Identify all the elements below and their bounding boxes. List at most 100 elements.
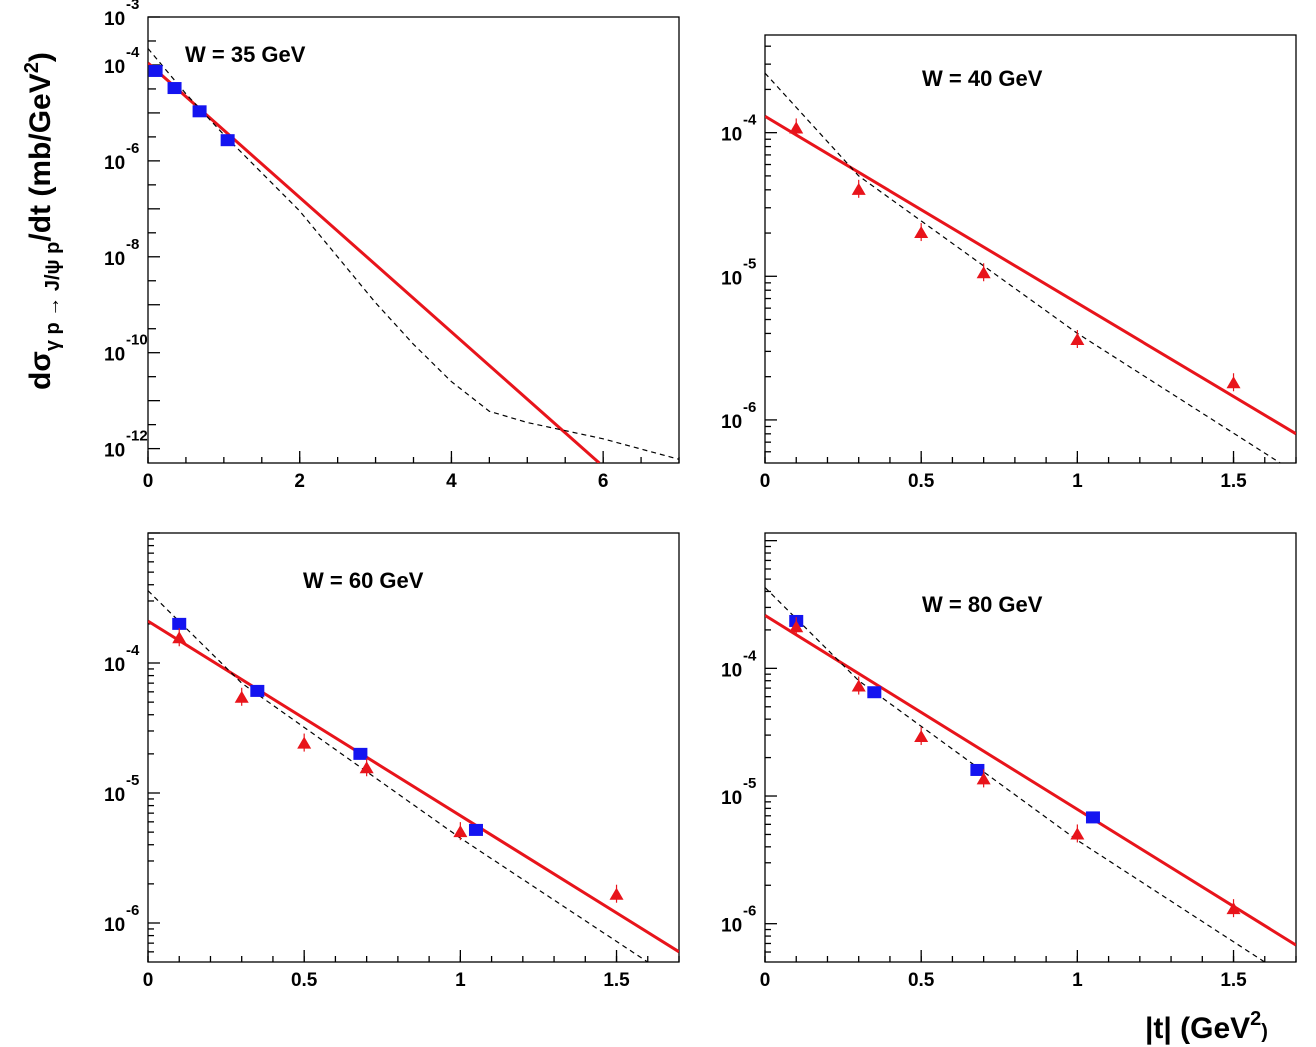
y-axis-title: dσγ p → J/ψ p/dt (mb/GeV2)	[21, 52, 64, 390]
y-tick-label-base: 10	[104, 345, 125, 366]
data-point-triangle	[453, 825, 468, 838]
dashed-fit-line	[148, 48, 679, 460]
plot-frame	[764, 34, 1297, 464]
solid-fit-line	[765, 115, 1296, 436]
data-point-triangle	[1070, 827, 1085, 840]
data-point-square	[250, 684, 265, 697]
x-tick-label: 0.5	[908, 970, 935, 991]
data-point-square	[867, 686, 882, 699]
y-tick-label-base: 10	[721, 660, 742, 681]
y-tick-label-base: 10	[104, 249, 125, 270]
data-point-triangle	[914, 226, 929, 239]
solid-fit-line	[765, 614, 1296, 947]
x-tick-label: 2	[294, 471, 305, 492]
x-tick-label: 0.5	[291, 970, 318, 991]
dashed-fit-line	[765, 72, 1281, 463]
solid-fit-line	[148, 619, 679, 954]
data-point-square	[220, 134, 235, 147]
data-point-square	[970, 763, 985, 776]
chart-panel-3: 0 0.5 1 1.510-410-510-6W = 60 GeV	[104, 532, 680, 991]
x-tick-label: 1.5	[603, 970, 630, 991]
data-point-triangle	[359, 761, 374, 774]
y-tick-label-base: 10	[104, 57, 125, 78]
data-point-triangle	[172, 631, 187, 644]
chart-panel-4: 0 0.5 1 1.510-410-510-6W = 80 GeV	[721, 532, 1297, 991]
panel-title: W = 80 GeV	[922, 592, 1043, 617]
y-tick-label-exponent: -4	[126, 44, 140, 61]
fit-curves	[148, 590, 679, 962]
data-point-triangle	[976, 772, 991, 785]
y-tick-label-base: 10	[721, 125, 742, 146]
x-tick-label: 0	[143, 471, 154, 492]
data-point-triangle	[1070, 333, 1085, 346]
data-point-square	[167, 82, 182, 95]
panel-title: W = 35 GeV	[185, 42, 306, 67]
y-tick-label-base: 10	[104, 655, 125, 676]
data-point-square	[192, 105, 207, 118]
y-tick-label-exponent: -10	[126, 332, 148, 349]
fit-curves	[765, 72, 1296, 463]
y-tick-label-base: 10	[721, 788, 742, 809]
data-point-square	[468, 823, 483, 836]
data-point-triangle	[789, 620, 804, 633]
x-tick-label: 1	[1072, 970, 1083, 991]
y-tick-label-exponent: -4	[126, 642, 140, 659]
plot-frame	[147, 16, 680, 464]
chart-panel-2: 0 0.5 1 1.510-410-510-6W = 40 GeV	[721, 34, 1297, 492]
data-point-square	[172, 617, 187, 630]
x-tick-label: 1.5	[1220, 970, 1247, 991]
plot-frame	[147, 532, 680, 963]
y-tick-label-base: 10	[104, 915, 125, 936]
data-point-triangle	[851, 182, 866, 195]
y-tick-label-exponent: -6	[743, 399, 756, 416]
dashed-fit-line	[765, 587, 1266, 962]
x-tick-label: 0	[760, 970, 771, 991]
data-point-triangle	[1226, 376, 1241, 389]
y-tick-label-exponent: -3	[126, 0, 139, 13]
x-tick-label: 4	[446, 471, 457, 492]
data-point-triangle	[914, 729, 929, 742]
data-point-triangle	[851, 679, 866, 692]
fit-curves	[148, 48, 679, 463]
y-tick-label-base: 10	[104, 441, 125, 462]
x-tick-label: 6	[598, 471, 609, 492]
y-tick-label-base: 10	[104, 785, 125, 806]
panel-title: W = 40 GeV	[922, 66, 1043, 91]
y-tick-label-exponent: -4	[743, 647, 757, 664]
data-point-square	[353, 747, 368, 760]
y-tick-label-base: 10	[104, 9, 125, 30]
data-point-triangle	[297, 736, 312, 749]
y-tick-label-exponent: -6	[126, 902, 139, 919]
y-tick-label-exponent: -5	[743, 255, 756, 272]
plot-frame	[764, 532, 1297, 963]
data-point-triangle	[789, 121, 804, 134]
data-point-triangle	[1226, 902, 1241, 915]
x-tick-label: 0	[760, 471, 771, 492]
x-tick-label: 0	[143, 970, 154, 991]
x-tick-label: 1	[455, 970, 466, 991]
x-axis-title: |t| (GeV2)	[1145, 1008, 1268, 1045]
panel-title: W = 60 GeV	[303, 568, 424, 593]
data-point-triangle	[234, 690, 249, 703]
data-point-triangle	[976, 266, 991, 279]
data-point-triangle	[609, 887, 624, 900]
y-tick-label-base: 10	[721, 268, 742, 289]
y-tick-label-exponent: -5	[743, 775, 756, 792]
solid-fit-line	[148, 61, 601, 463]
y-tick-label-exponent: -6	[743, 903, 756, 920]
y-tick-label-exponent: -8	[126, 236, 139, 253]
x-tick-label: 1.5	[1220, 471, 1247, 492]
y-tick-label-base: 10	[721, 916, 742, 937]
x-tick-label: 1	[1072, 471, 1083, 492]
fit-curves	[765, 587, 1296, 962]
y-tick-label-exponent: -6	[126, 140, 139, 157]
data-point-square	[1085, 811, 1100, 824]
y-tick-label-exponent: -12	[126, 428, 148, 445]
dashed-fit-line	[148, 590, 649, 962]
y-tick-label-base: 10	[721, 412, 742, 433]
x-tick-label: 0.5	[908, 471, 935, 492]
y-tick-label-exponent: -4	[743, 112, 757, 129]
y-tick-label-exponent: -5	[126, 772, 139, 789]
